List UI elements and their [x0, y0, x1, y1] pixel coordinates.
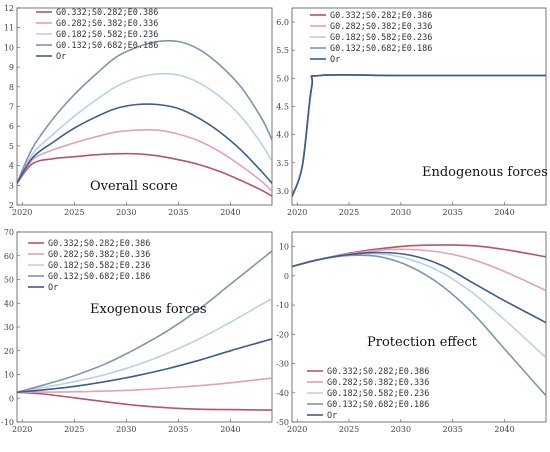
series-line-5: [17, 338, 272, 394]
y-tick-label: 3.5: [276, 159, 289, 168]
legend-label: Or: [56, 52, 66, 62]
x-tick-label: 2035: [443, 425, 463, 434]
x-tick-label: 2035: [168, 425, 188, 434]
y-tick-label: 5.0: [276, 74, 289, 83]
series-line-1: [292, 244, 546, 268]
x-tick-label: 2025: [64, 208, 84, 217]
y-tick-label: 30: [4, 323, 14, 332]
series-line-4: [17, 250, 272, 394]
x-tick-label: 2030: [116, 425, 136, 434]
series-line-1: [17, 152, 272, 197]
legend-label: G0.182;S0.582;E0.236: [327, 389, 429, 399]
x-tick-label: 2025: [339, 208, 359, 217]
y-tick-label: 5: [9, 142, 14, 151]
series-line-2: [17, 128, 272, 192]
legend-label: G0.332;S0.282;E0.386: [327, 367, 429, 377]
legend-label: G0.132;S0.682;E0.186: [56, 41, 158, 51]
plot-frame: [291, 231, 547, 423]
legend-label: Or: [330, 55, 340, 65]
y-tick-label: 50: [4, 276, 14, 285]
legend-label: G0.182;S0.582;E0.236: [48, 261, 150, 271]
legend-label: G0.282;S0.382;E0.336: [56, 19, 158, 29]
y-tick-label: 9: [9, 63, 14, 72]
legend-label: G0.332;S0.282;E0.386: [330, 11, 432, 21]
y-tick-label: -20: [276, 330, 289, 339]
legend-label: G0.182;S0.582;E0.236: [330, 33, 432, 43]
y-tick-label: 40: [4, 299, 14, 308]
x-tick-label: 2030: [391, 208, 411, 217]
chart-panel-4: -50 -40 -30 -20 -10 0 10 2020 2025 2030 2035 2040 G0…: [276, 231, 547, 434]
y-tick-label: 3.0: [276, 187, 289, 196]
series-line-3: [17, 72, 272, 184]
y-tick-label: 2: [9, 201, 14, 210]
x-tick-label: 2030: [116, 208, 136, 217]
x-tick-label: 2020: [287, 208, 307, 217]
y-tick-label: 11: [4, 24, 14, 33]
y-tick-label: 70: [4, 228, 14, 237]
y-tick-label: 4.5: [276, 103, 289, 112]
legend-label: G0.182;S0.582;E0.236: [56, 30, 158, 40]
x-tick-label: 2020: [12, 208, 32, 217]
y-tick-label: 10: [4, 371, 14, 380]
legend-label: G0.332;S0.282;E0.386: [56, 8, 158, 18]
y-tick-label: 20: [4, 347, 14, 356]
legend-label: G0.332;S0.282;E0.386: [48, 239, 150, 249]
series-line-3: [17, 297, 272, 394]
y-tick-label: -50: [276, 418, 289, 427]
series-line-5: [292, 251, 546, 324]
y-tick-label: 4: [9, 162, 14, 171]
y-tick-label: -10: [1, 418, 14, 427]
y-tick-label: -10: [276, 301, 289, 310]
legend-label: Or: [327, 411, 337, 421]
x-tick-label: 2040: [220, 208, 240, 217]
chart-panel-2: 3.0 3.5 4.0 4.5 5.0 5.5 6.0 2020 2025 2030 2035 204…: [276, 7, 548, 217]
x-tick-label: 2035: [443, 208, 463, 217]
legend-label: G0.132;S0.682;E0.186: [48, 272, 150, 282]
y-tick-label: -40: [276, 389, 289, 398]
y-tick-label: 0: [9, 394, 14, 403]
panel-title: Overall score: [90, 179, 178, 194]
panel-title: Endogenous forces: [422, 165, 548, 180]
legend-label: G0.282;S0.382;E0.336: [327, 378, 429, 388]
y-tick-label: 60: [4, 252, 14, 261]
panel-title: Exogenous forces: [90, 302, 207, 317]
y-tick-label: 6: [9, 122, 14, 131]
x-tick-label: 2020: [287, 425, 307, 434]
legend-label: G0.132;S0.682;E0.186: [327, 400, 429, 410]
x-tick-label: 2020: [12, 425, 32, 434]
x-tick-label: 2030: [391, 425, 411, 434]
y-tick-label: 10: [279, 243, 289, 252]
y-tick-label: 3: [9, 181, 14, 190]
y-tick-label: 7: [9, 103, 14, 112]
series-line-5: [292, 73, 546, 197]
y-tick-label: 4.0: [276, 131, 289, 140]
legend-label: G0.282;S0.382;E0.336: [330, 22, 432, 32]
y-tick-label: 6.0: [276, 18, 289, 27]
series-line-4: [17, 39, 272, 184]
legend-label: Or: [48, 283, 58, 293]
y-tick-label: 12: [4, 4, 14, 13]
x-tick-label: 2040: [494, 208, 514, 217]
legend-label: G0.282;S0.382;E0.336: [48, 250, 150, 260]
series-line-5: [17, 103, 272, 184]
y-tick-label: 10: [4, 43, 14, 52]
chart-panel-1: 2 3 4 5 6 7 8 9 10 11 12 2020 2025 2030 2035 2040 G0.332…: [4, 4, 273, 217]
y-tick-label: 5.5: [276, 46, 289, 55]
y-tick-label: -30: [276, 360, 289, 369]
y-tick-label: 8: [9, 83, 14, 92]
panel-title: Protection effect: [367, 335, 478, 350]
x-tick-label: 2040: [220, 425, 240, 434]
legend-label: G0.132;S0.682;E0.186: [330, 44, 432, 54]
series-line-1: [17, 391, 272, 411]
series-line-2: [17, 377, 272, 394]
x-tick-label: 2025: [64, 425, 84, 434]
x-tick-label: 2035: [168, 208, 188, 217]
series-line-2: [292, 248, 546, 292]
x-tick-label: 2025: [339, 425, 359, 434]
y-tick-label: 0: [284, 272, 289, 281]
x-tick-label: 2040: [494, 425, 514, 434]
